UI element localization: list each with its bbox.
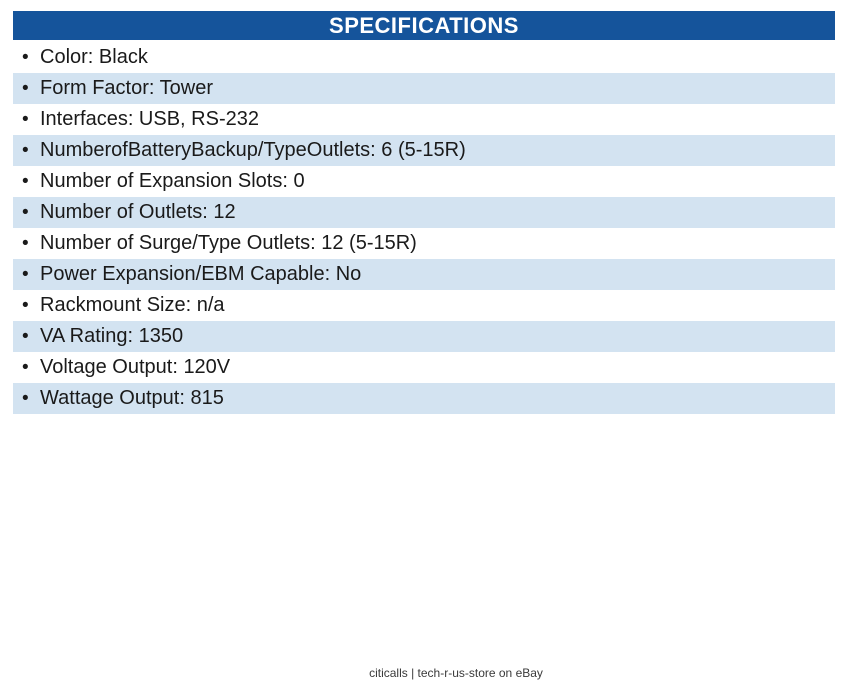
spec-row: • NumberofBatteryBackup/TypeOutlets: 6 (5… — [13, 135, 835, 166]
bullet-icon: • — [22, 356, 29, 378]
specifications-header: SPECIFICATIONS — [13, 11, 835, 40]
spec-text: Number of Surge/Type Outlets: 12 (5-15R) — [40, 232, 417, 254]
bullet-icon: • — [22, 294, 29, 316]
bullet-icon: • — [22, 108, 29, 130]
spec-row: • Color: Black — [13, 42, 835, 73]
bullet-icon: • — [22, 232, 29, 254]
spec-text: Number of Expansion Slots: 0 — [40, 170, 305, 192]
spec-text: Color: Black — [40, 46, 148, 68]
spec-row: • VA Rating: 1350 — [13, 321, 835, 352]
footer: citicalls | tech-r-us-store on eBay — [0, 666, 848, 680]
bullet-icon: • — [22, 170, 29, 192]
spec-text: Wattage Output: 815 — [40, 387, 224, 409]
spec-text: Rackmount Size: n/a — [40, 294, 225, 316]
spec-text: Voltage Output: 120V — [40, 356, 231, 378]
spec-row: • Rackmount Size: n/a — [13, 290, 835, 321]
bullet-icon: • — [22, 201, 29, 223]
spec-row: • Form Factor: Tower — [13, 73, 835, 104]
footer-text: citicalls | tech-r-us-store on eBay — [369, 666, 543, 680]
bullet-icon: • — [22, 46, 29, 68]
spec-row: • Number of Outlets: 12 — [13, 197, 835, 228]
bullet-icon: • — [22, 77, 29, 99]
specifications-table: SPECIFICATIONS • Color: Black • Form Factor… — [13, 11, 835, 414]
spec-row: • Wattage Output: 815 — [13, 383, 835, 414]
spec-row: • Interfaces: USB, RS-232 — [13, 104, 835, 135]
spec-row: • Power Expansion/EBM Capable: No — [13, 259, 835, 290]
bullet-icon: • — [22, 387, 29, 409]
spec-text: Form Factor: Tower — [40, 77, 213, 99]
bullet-icon: • — [22, 139, 29, 161]
specifications-title: SPECIFICATIONS — [329, 13, 519, 38]
spec-row: • Number of Surge/Type Outlets: 12 (5-15R… — [13, 228, 835, 259]
spec-text: Power Expansion/EBM Capable: No — [40, 263, 362, 285]
bullet-icon: • — [22, 263, 29, 285]
spec-row: • Number of Expansion Slots: 0 — [13, 166, 835, 197]
spec-text: Number of Outlets: 12 — [40, 201, 236, 223]
spec-text: VA Rating: 1350 — [40, 325, 184, 347]
spec-row: • Voltage Output: 120V — [13, 352, 835, 383]
spec-text: Interfaces: USB, RS-232 — [40, 108, 259, 130]
bullet-icon: • — [22, 325, 29, 347]
spec-text: NumberofBatteryBackup/TypeOutlets: 6 (5-… — [40, 139, 466, 161]
spec-rows: • Color: Black • Form Factor: Tower • Interfa… — [13, 42, 835, 414]
